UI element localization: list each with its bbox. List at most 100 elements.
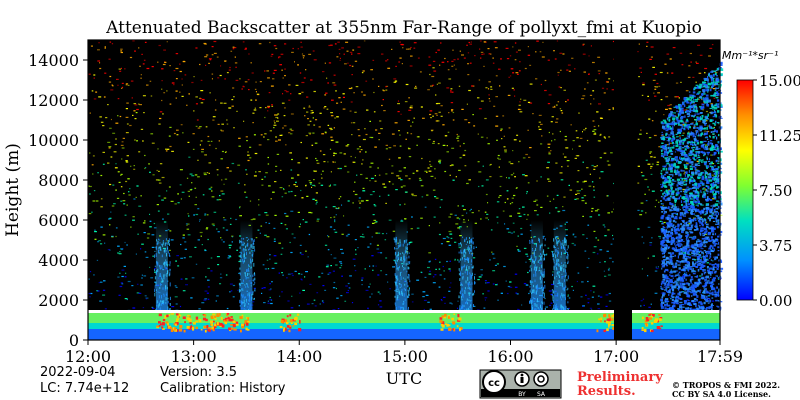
noise-speckle <box>540 123 543 125</box>
noise-speckle <box>340 262 343 265</box>
dense-aerosol-speckle <box>693 298 697 301</box>
noise-speckle <box>199 126 202 128</box>
noise-speckle <box>422 296 425 298</box>
noise-speckle <box>451 147 455 149</box>
noise-speckle <box>133 165 135 167</box>
dense-aerosol-speckle <box>691 179 694 183</box>
noise-speckle <box>294 195 297 197</box>
noise-speckle <box>291 295 293 297</box>
noise-speckle <box>468 122 471 124</box>
plume-speckle <box>252 243 254 247</box>
dense-aerosol-speckle <box>707 80 709 83</box>
dense-aerosol-speckle <box>681 203 683 206</box>
noise-speckle <box>203 173 207 176</box>
dense-aerosol-speckle <box>681 231 684 234</box>
dense-aerosol-speckle <box>710 71 712 73</box>
noise-speckle <box>449 270 451 272</box>
noise-speckle <box>514 286 518 288</box>
dense-aerosol-speckle <box>702 235 705 237</box>
noise-speckle <box>579 190 581 192</box>
noise-speckle <box>410 228 413 230</box>
noise-speckle <box>452 179 455 181</box>
dense-aerosol-speckle <box>682 142 685 144</box>
plume-speckle <box>161 278 163 283</box>
plume-speckle <box>566 256 568 259</box>
noise-speckle <box>548 151 551 153</box>
noise-speckle <box>365 151 367 153</box>
noise-speckle <box>208 144 211 146</box>
dense-aerosol-speckle <box>710 184 712 186</box>
noise-speckle <box>472 257 476 259</box>
plume-speckle <box>394 239 396 242</box>
dense-aerosol-speckle <box>700 248 704 250</box>
noise-speckle <box>268 289 272 291</box>
noise-speckle <box>561 112 564 114</box>
noise-speckle <box>540 83 542 86</box>
noise-speckle <box>120 200 123 202</box>
dense-aerosol-speckle <box>699 95 702 99</box>
plume-speckle <box>407 273 409 276</box>
dense-aerosol-speckle <box>717 253 720 256</box>
plume-speckle <box>553 259 555 262</box>
noise-speckle <box>703 214 707 216</box>
noise-speckle <box>496 283 498 285</box>
dense-aerosol-speckle <box>683 200 686 203</box>
noise-speckle <box>514 176 516 178</box>
noise-speckle <box>472 85 475 87</box>
noise-speckle <box>280 253 283 255</box>
noise-speckle <box>529 102 533 104</box>
dense-aerosol-speckle <box>713 173 715 175</box>
noise-speckle <box>602 224 605 226</box>
dense-aerosol-speckle <box>686 145 689 148</box>
noise-speckle <box>654 206 656 208</box>
dense-aerosol-speckle <box>683 183 687 186</box>
noise-speckle <box>438 161 441 163</box>
noise-speckle <box>536 204 539 206</box>
plume-speckle <box>247 272 248 276</box>
noise-speckle <box>209 59 212 61</box>
plume-speckle <box>567 260 569 264</box>
dense-aerosol-speckle <box>666 304 671 307</box>
noise-speckle <box>559 108 562 110</box>
plume-speckle <box>244 284 246 286</box>
noise-speckle <box>323 107 326 109</box>
plume-speckle <box>555 305 557 309</box>
dense-aerosol-speckle <box>675 105 680 109</box>
noise-speckle <box>271 53 274 55</box>
dense-aerosol-speckle <box>714 94 719 96</box>
noise-speckle <box>432 282 436 284</box>
noise-speckle <box>111 205 115 207</box>
noise-speckle <box>301 81 305 84</box>
noise-speckle <box>608 136 611 138</box>
dense-aerosol-speckle <box>691 147 693 149</box>
plume-speckle <box>404 256 406 260</box>
noise-speckle <box>380 252 383 254</box>
dense-aerosol-speckle <box>660 306 664 309</box>
noise-speckle <box>262 264 265 266</box>
noise-speckle <box>255 99 257 101</box>
noise-speckle <box>457 300 459 302</box>
noise-speckle <box>440 243 443 245</box>
dense-aerosol-speckle <box>714 213 718 215</box>
dense-aerosol-speckle <box>711 103 714 106</box>
noise-speckle <box>478 79 481 81</box>
noise-speckle <box>312 198 315 200</box>
noise-speckle <box>456 133 458 136</box>
dense-aerosol-speckle <box>670 163 674 167</box>
dense-aerosol-speckle <box>707 83 711 86</box>
noise-speckle <box>443 296 446 298</box>
noise-speckle <box>588 55 590 57</box>
noise-speckle <box>338 207 340 209</box>
noise-speckle <box>119 272 121 274</box>
noise-speckle <box>437 102 441 105</box>
plume-speckle <box>563 241 565 246</box>
noise-speckle <box>650 167 652 169</box>
noise-speckle <box>139 104 142 106</box>
noise-speckle <box>603 136 606 138</box>
noise-speckle <box>336 56 339 58</box>
noise-speckle <box>450 88 453 90</box>
plume-speckle <box>404 250 406 254</box>
dense-aerosol-speckle <box>711 166 714 170</box>
plume-speckle <box>251 238 253 242</box>
noise-speckle <box>411 293 414 295</box>
